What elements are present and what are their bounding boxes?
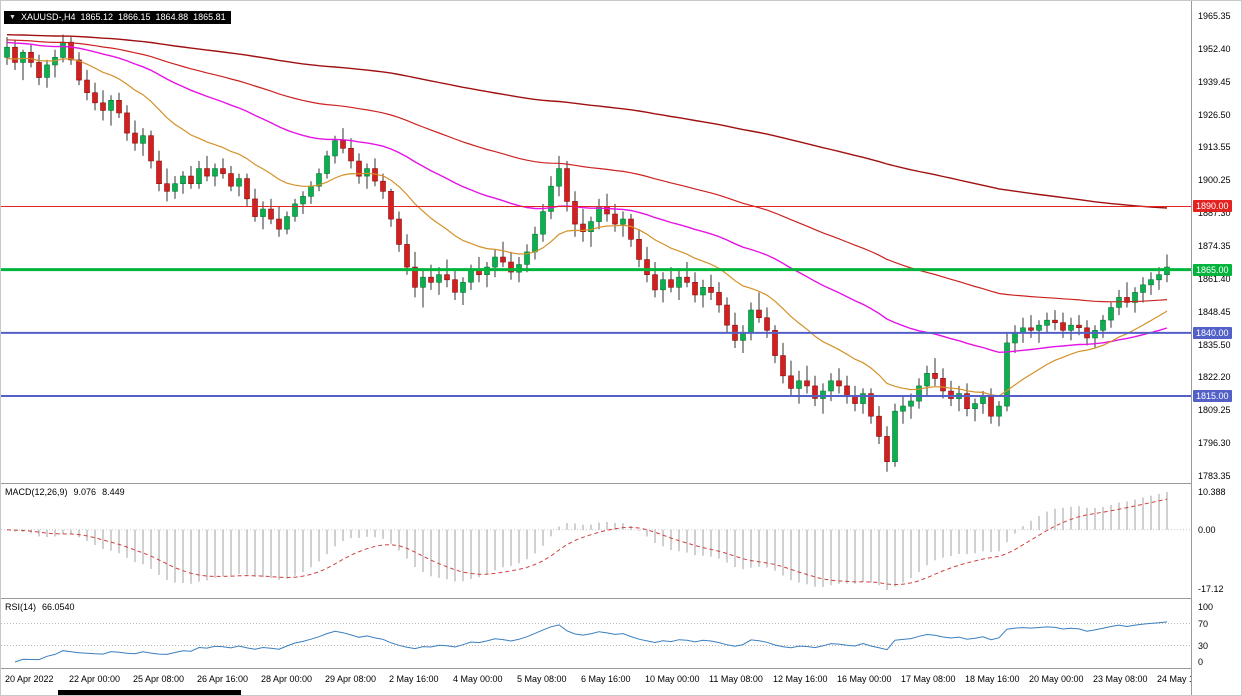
price-level-tag: 1840.00 [1193,326,1232,339]
macd-signal-value: 8.449 [102,487,125,497]
price-tick-label: 1796.30 [1198,438,1231,449]
macd-scale-zero: 0.00 [1198,524,1216,535]
time-tick-label: 16 May 00:00 [837,674,892,684]
time-tick-label: 2 May 16:00 [389,674,439,684]
rsi-value: 66.0540 [42,602,75,612]
close-value: 1865.81 [193,12,226,22]
time-tick-label: 5 May 08:00 [517,674,567,684]
time-tick-label: 18 May 16:00 [965,674,1020,684]
macd-scale-max: 10.388 [1198,487,1226,497]
rsi-indicator-panel[interactable] [1,599,1191,668]
symbol-ohlc-header[interactable]: ▼ XAUUSD-,H4 1865.12 1866.15 1864.88 186… [4,11,231,24]
price-tick-label: 1822.20 [1198,372,1231,383]
price-tick-label: 1835.50 [1198,339,1231,350]
time-tick-label: 11 May 08:00 [709,674,763,684]
rsi-scale-label: 70 [1198,618,1209,629]
time-tick-label: 29 Apr 08:00 [325,674,377,684]
panel-separator [1,598,1191,599]
time-tick-label: 17 May 08:00 [901,674,956,684]
rsi-label: RSI(14) 66.0540 [5,602,75,612]
time-tick-label: 20 May 00:00 [1029,674,1084,684]
price-axis[interactable]: 1965.35 1952.40 1939.45 1926.50 1913.55 1900.… [1192,1,1241,695]
macd-scale-min: -17.12 [1198,584,1224,594]
price-tick-label: 1939.45 [1198,76,1231,87]
macd-histogram [14,492,1168,590]
price-tick-label: 1952.40 [1198,43,1231,54]
ma-mid-100-line [6,39,1168,303]
time-tick-label: 12 May 16:00 [773,674,828,684]
macd-main-value: 9.076 [73,487,97,497]
price-tick-label: 1783.35 [1198,471,1231,481]
bear-candles [12,41,1130,462]
rsi-scale-label: 30 [1198,640,1209,651]
price-tick-label: 1809.25 [1198,405,1231,416]
price-tick-label: 1887.30 [1198,208,1231,219]
time-tick-label: 20 Apr 2022 [5,674,54,684]
price-level-tag: 1815.00 [1193,390,1232,402]
macd-signal-line [6,498,1168,586]
macd-name: MACD(12,26,9) [5,487,68,497]
price-tick-label: 1848.45 [1198,306,1231,317]
time-tick-label: 23 May 08:00 [1093,674,1148,684]
price-tick-label: 1861.40 [1198,273,1231,284]
price-tick-label: 1913.55 [1198,142,1231,153]
time-tick-label: 25 Apr 08:00 [133,674,185,684]
time-tick-label: 28 Apr 00:00 [261,674,313,684]
rsi-name: RSI(14) [5,602,37,612]
rsi-line [14,621,1168,663]
price-tick-label: 1926.50 [1198,109,1231,120]
price-tick-label: 1874.35 [1198,241,1231,251]
panel-separator [1,668,1191,669]
price-tick-label: 1965.35 [1198,11,1231,21]
price-axis-separator [1191,1,1192,695]
high-value: 1866.15 [118,12,151,22]
open-value: 1865.12 [80,12,113,22]
rsi-scale-label: 0 [1198,657,1204,667]
ma-50-line [6,41,1168,354]
bottom-black-bar [58,690,241,695]
time-tick-label: 4 May 00:00 [453,674,503,684]
time-tick-label: 6 May 16:00 [581,674,631,684]
macd-indicator-panel[interactable] [1,484,1191,598]
symbol-label: XAUUSD-,H4 [20,12,76,22]
low-value: 1864.88 [155,12,189,22]
bull-candles [4,41,1170,462]
ma-slow-200-line [6,34,1168,209]
chevron-down-icon[interactable]: ▼ [9,14,16,21]
time-tick-label: 10 May 00:00 [645,674,700,684]
macd-label: MACD(12,26,9) 9.076 8.449 [5,487,125,497]
time-tick-label: 26 Apr 16:00 [197,674,249,684]
ma-fast-20-line [6,57,1168,397]
price-level-tag: 1865.00 [1193,263,1232,276]
rsi-scale-label: 100 [1198,602,1214,612]
main-price-chart[interactable] [1,1,1191,483]
price-tick-label: 1900.25 [1198,175,1231,186]
time-tick-label: 22 Apr 00:00 [69,674,121,684]
panel-separator [1,483,1191,484]
time-tick-label: 24 May 16:00 [1157,674,1212,684]
price-level-tag: 1890.00 [1193,200,1232,213]
